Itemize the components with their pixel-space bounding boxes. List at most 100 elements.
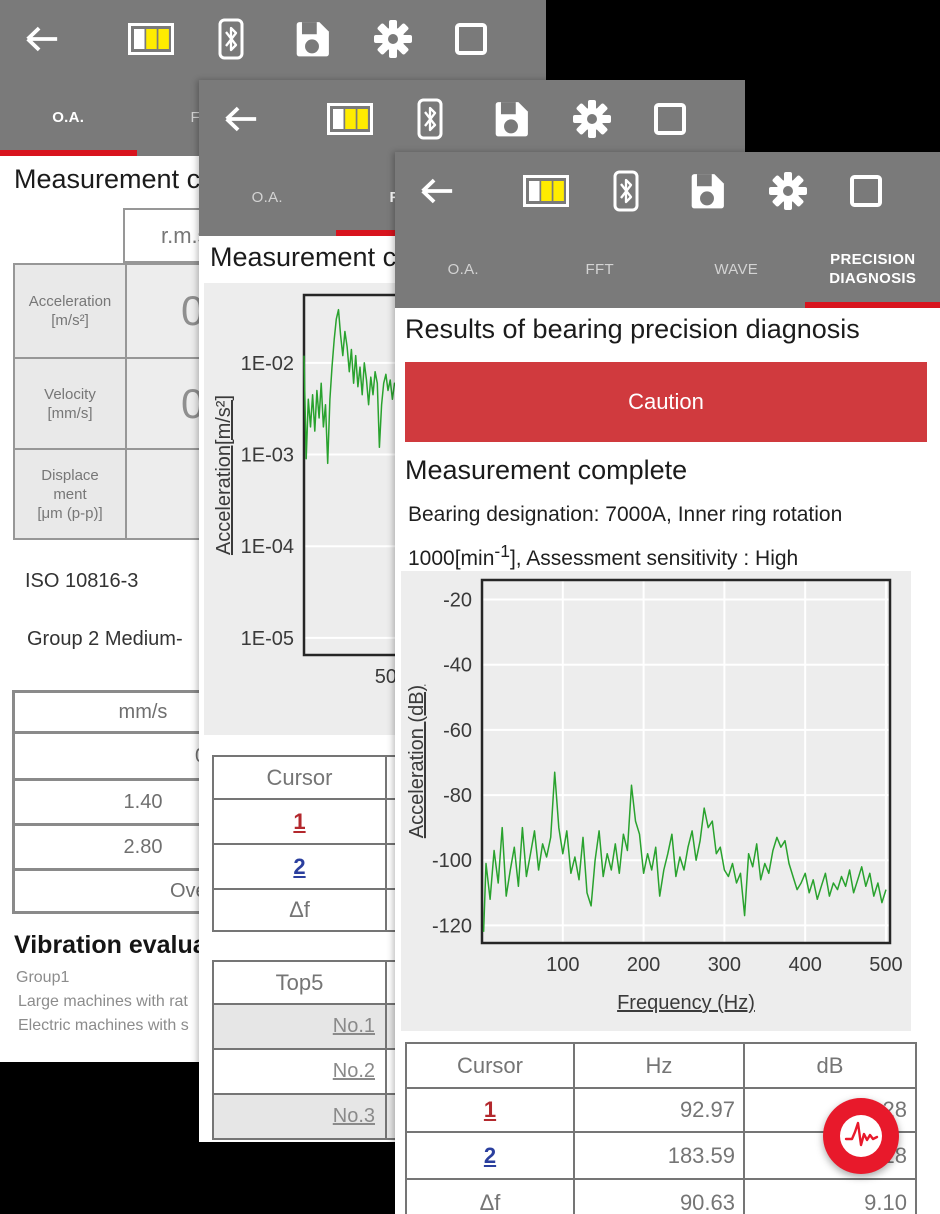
machine-group-label: Group 2 Medium-: [27, 628, 183, 650]
settings-gear-icon[interactable]: [569, 96, 615, 142]
top5-header-cell: Top5: [214, 962, 385, 1003]
rms-row-label: Velocity [mm/s]: [15, 359, 125, 448]
battery-status-icon: [128, 16, 174, 62]
tab-precision-diagnosis[interactable]: PRECISION DIAGNOSIS: [804, 230, 940, 308]
cursor-cell[interactable]: 1: [407, 1089, 573, 1131]
tab-o-a-[interactable]: O.A.: [395, 230, 532, 308]
tab-o-a-[interactable]: O.A.: [199, 158, 336, 236]
tab-label: O.A.: [52, 108, 85, 126]
window-square-icon[interactable]: [448, 16, 494, 62]
waveform-fab-button[interactable]: [823, 1098, 899, 1174]
svg-text:1E-03: 1E-03: [241, 445, 294, 467]
svg-text:50: 50: [375, 666, 397, 688]
top5-no3-link[interactable]: No.3: [214, 1095, 385, 1138]
cursor-2-link[interactable]: 2: [293, 853, 306, 879]
rms-label-line: [m/s²]: [51, 312, 89, 329]
back-arrow-icon[interactable]: [18, 16, 64, 62]
svg-text:-120: -120: [432, 915, 472, 937]
cursor-link-cell[interactable]: 1: [214, 800, 385, 843]
svg-text:300: 300: [708, 954, 741, 976]
toolbar: [395, 152, 940, 230]
hz-value-cell: 90.63: [575, 1180, 743, 1214]
bluetooth-device-icon[interactable]: [603, 168, 649, 214]
tab-label: FFT: [585, 260, 614, 278]
severity-cell: mm/s: [118, 700, 168, 723]
rms-label-line: Velocity: [44, 385, 96, 403]
rms-row-label: Displace ment [μm (p-p)]: [15, 450, 125, 538]
window-square-icon[interactable]: [647, 96, 693, 142]
svg-text:-80: -80: [443, 785, 472, 807]
tab-bar: O.A. FFT WAVE PRECISION DIAGNOSIS: [395, 230, 940, 308]
db-value-cell: 9.10: [745, 1180, 915, 1214]
header-cell-hz: Hz: [575, 1044, 743, 1087]
severity-cell: 1.40: [123, 790, 163, 813]
svg-text:500: 500: [869, 954, 902, 976]
tab-label: WAVE: [714, 260, 759, 278]
save-icon[interactable]: [289, 16, 335, 62]
vibration-desc-line-1: Large machines with rat: [18, 993, 188, 1010]
window-square-icon[interactable]: [843, 168, 889, 214]
caution-status-banner: Caution: [405, 362, 927, 442]
iso-standard-label: ISO 10816-3: [25, 570, 139, 592]
svg-text:-20: -20: [443, 590, 472, 612]
results-title: Results of bearing precision diagnosis: [405, 314, 860, 344]
tab-label: PRECISION DIAGNOSIS: [829, 251, 917, 287]
cursor-cell[interactable]: 2: [407, 1133, 573, 1178]
top5-no1-link[interactable]: No.1: [214, 1005, 385, 1048]
save-icon[interactable]: [684, 168, 730, 214]
severity-cell: 2.80: [123, 835, 163, 858]
diagnosis-chart-panel: -20 -40 -60 -80 -100 -120 100 200 300 400 500 Frequ…: [401, 571, 911, 1031]
svg-text:1E-04: 1E-04: [241, 536, 294, 558]
cursor-link-cell[interactable]: 2: [214, 845, 385, 888]
svg-text:-40: -40: [443, 655, 472, 677]
cursor-cell: Δf: [407, 1180, 573, 1214]
rms-label-line: [μm (p-p)]: [37, 504, 103, 522]
svg-text:100: 100: [546, 954, 579, 976]
cursor-1-link[interactable]: 1: [483, 1097, 497, 1122]
battery-status-icon: [327, 96, 373, 142]
header-cell-cursor: Cursor: [407, 1044, 573, 1087]
cursor-2-link[interactable]: 2: [483, 1142, 497, 1168]
svg-text:200: 200: [627, 954, 660, 976]
back-arrow-icon[interactable]: [217, 96, 263, 142]
settings-gear-icon[interactable]: [765, 168, 811, 214]
rms-row-label: Acceleration [m/s²]: [15, 265, 125, 357]
svg-text:-60: -60: [443, 720, 472, 742]
tab-fft[interactable]: FFT: [532, 230, 669, 308]
hz-value-cell: 183.59: [575, 1133, 743, 1178]
severity-header-row: mm/s: [15, 693, 435, 731]
svg-text:-100: -100: [432, 850, 472, 872]
svg-text:1E-05: 1E-05: [241, 628, 294, 650]
battery-status-icon: [523, 168, 569, 214]
rms-label-line: [mm/s]: [47, 404, 93, 422]
precision-diagnosis-content: Results of bearing precision diagnosis C…: [395, 308, 940, 1214]
top5-no2-link[interactable]: No.2: [214, 1050, 385, 1093]
toolbar: [0, 0, 546, 78]
save-icon[interactable]: [488, 96, 534, 142]
tab-wave[interactable]: WAVE: [668, 230, 805, 308]
svg-text:400: 400: [788, 954, 821, 976]
pulse-waveform-icon: [840, 1115, 882, 1157]
svg-text:Frequency (Hz): Frequency (Hz): [617, 992, 755, 1014]
cursor-link-cell: Δf: [214, 890, 385, 930]
tab-o-a-[interactable]: O.A.: [0, 78, 137, 156]
bluetooth-device-icon[interactable]: [407, 96, 453, 142]
diagnosis-spectrum-chart: -20 -40 -60 -80 -100 -120 100 200 300 400 500 Frequ…: [406, 578, 903, 1014]
settings-gear-icon[interactable]: [370, 16, 416, 62]
sensitivity-value: ], Assessment sensitivity : High: [509, 547, 799, 570]
vibration-desc-line-2: Electric machines with s: [18, 1017, 189, 1034]
svg-text:1E-02: 1E-02: [241, 353, 294, 375]
header-cell-db: dB: [745, 1044, 915, 1087]
severity-cell: Ove: [170, 879, 207, 902]
back-arrow-icon[interactable]: [413, 168, 459, 214]
svg-text:Acceleration[m/s²]: Acceleration[m/s²]: [213, 395, 235, 555]
tab-label: O.A.: [447, 260, 479, 278]
toolbar: [199, 80, 745, 158]
svg-text:Acceleration (dB): Acceleration (dB): [406, 685, 428, 838]
bluetooth-device-icon[interactable]: [208, 16, 254, 62]
delta-f-label: Δf: [479, 1190, 501, 1214]
cursor-1-link[interactable]: 1: [293, 808, 306, 834]
rms-label-line: Acceleration: [28, 293, 112, 310]
bearing-designation-line: Bearing designation: 7000A, Inner ring r…: [408, 503, 843, 526]
rotation-sensitivity-line: 1000[min-1], Assessment sensitivity : Hi…: [408, 541, 798, 571]
